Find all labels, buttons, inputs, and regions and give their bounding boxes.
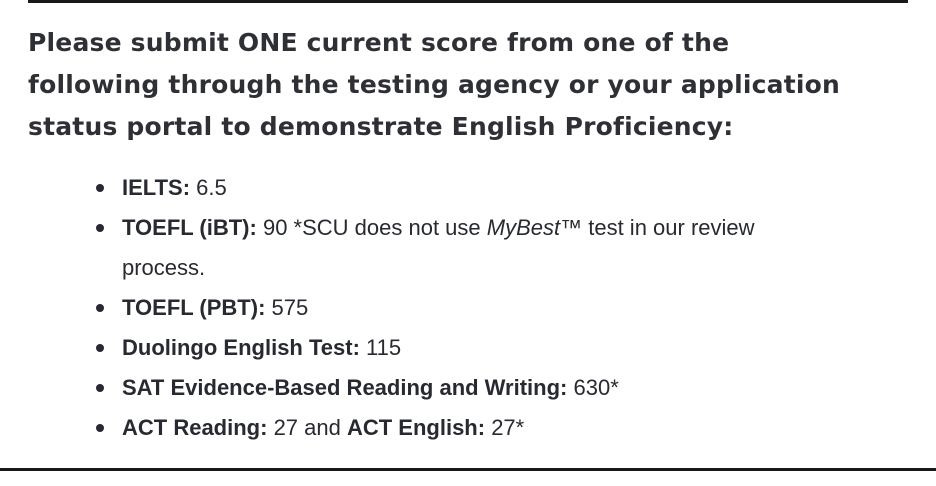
test-score-note: 90 *SCU does not use bbox=[256, 215, 487, 240]
bullet-icon bbox=[96, 424, 104, 432]
bullet-icon bbox=[96, 304, 104, 312]
list-item-duolingo: Duolingo English Test: 115 bbox=[96, 328, 822, 368]
top-divider bbox=[28, 0, 908, 3]
test-name: ACT Reading: bbox=[122, 415, 268, 440]
heading-line: status portal to demonstrate English Pro… bbox=[28, 112, 734, 141]
test-score: 27* bbox=[485, 415, 525, 440]
bullet-icon bbox=[96, 384, 104, 392]
test-score: 6.5 bbox=[190, 175, 227, 200]
test-score: 575 bbox=[265, 295, 309, 320]
score-requirements-list: IELTS: 6.5 TOEFL (iBT): 90 *SCU does not… bbox=[96, 168, 822, 448]
test-score-note: test in our review process. bbox=[122, 215, 755, 280]
list-item-ielts: IELTS: 6.5 bbox=[96, 168, 822, 208]
list-item-sat: SAT Evidence-Based Reading and Writing: … bbox=[96, 368, 822, 408]
test-name: SAT Evidence-Based Reading and Writing: bbox=[122, 375, 568, 400]
test-name: ACT English: bbox=[346, 415, 486, 440]
test-name: TOEFL (PBT): bbox=[122, 295, 266, 320]
list-item-toefl-pbt: TOEFL (PBT): 575 bbox=[96, 288, 822, 328]
bullet-icon bbox=[96, 224, 104, 232]
test-score: 630* bbox=[567, 375, 619, 400]
test-name: Duolingo English Test: bbox=[122, 335, 360, 360]
test-score: 115 bbox=[359, 335, 402, 360]
test-score: 27 and bbox=[267, 415, 347, 440]
mybest-term: MyBest bbox=[486, 215, 561, 240]
test-name: TOEFL (iBT): bbox=[122, 215, 257, 240]
list-item-toefl-ibt: TOEFL (iBT): 90 *SCU does not use MyBest… bbox=[96, 208, 822, 288]
test-name: IELTS: bbox=[122, 175, 191, 200]
heading-line: Please submit ONE current score from one… bbox=[28, 28, 730, 57]
bullet-icon bbox=[96, 344, 104, 352]
bullet-icon bbox=[96, 184, 104, 192]
trademark-symbol: ™ bbox=[560, 215, 583, 240]
bottom-divider bbox=[0, 468, 936, 471]
list-item-act: ACT Reading: 27 and ACT English: 27* bbox=[96, 408, 822, 448]
intro-heading: Please submit ONE current score from one… bbox=[28, 22, 840, 148]
heading-line: following through the testing agency or … bbox=[28, 70, 841, 99]
